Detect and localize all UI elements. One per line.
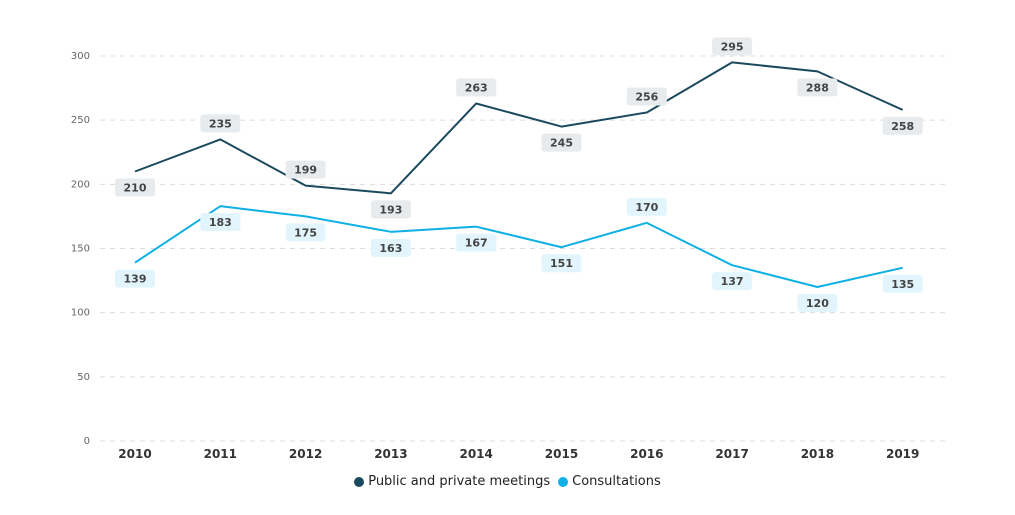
data-label-group: 193 — [370, 200, 411, 219]
legend-marker-meetings-icon — [354, 476, 365, 487]
data-label: 139 — [124, 273, 147, 286]
data-label-group: 163 — [370, 238, 411, 257]
data-label-bg — [115, 178, 155, 197]
x-tick-label: 2011 — [204, 447, 237, 461]
data-label-group: 258 — [882, 116, 923, 135]
x-tick-label: 2010 — [118, 447, 151, 461]
data-label-group: 183 — [200, 213, 241, 232]
data-label-bg — [712, 272, 753, 291]
x-tick-label: 2015 — [545, 447, 578, 461]
x-tick-label: 2018 — [801, 447, 834, 461]
series-lines — [134, 61, 904, 288]
data-label-group: 295 — [712, 37, 753, 56]
data-label-group: 288 — [797, 78, 838, 97]
data-label-bg — [370, 238, 411, 257]
data-label: 167 — [465, 237, 488, 250]
legend-label-meetings: Public and private meetings — [368, 474, 551, 489]
series-line-1[interactable] — [134, 205, 903, 288]
data-label-bg — [115, 269, 155, 288]
data-label-group: 167 — [456, 233, 497, 252]
y-tick-label: 200 — [71, 179, 90, 190]
x-tick-label: 2014 — [459, 447, 492, 461]
data-label-bg — [712, 37, 753, 56]
x-tick-label: 2013 — [374, 447, 407, 461]
data-label: 263 — [465, 81, 488, 94]
y-tick-label: 100 — [71, 308, 90, 319]
x-tick-label: 2017 — [715, 447, 748, 461]
data-label-group: 170 — [626, 197, 667, 216]
data-label-group: 175 — [285, 223, 326, 242]
data-label-group: 199 — [285, 160, 326, 179]
grid-lines — [100, 55, 945, 442]
data-label: 175 — [294, 226, 317, 239]
data-label: 135 — [891, 278, 914, 291]
data-label: 120 — [806, 297, 829, 310]
data-label-bg — [370, 200, 411, 219]
data-label-bg — [285, 160, 326, 179]
data-label-bg — [626, 197, 667, 216]
data-label-group: 210 — [115, 178, 155, 197]
data-label-group: 245 — [541, 133, 582, 152]
data-label-bg — [200, 213, 241, 232]
data-label: 210 — [124, 182, 147, 195]
data-labels: 210 235 199 193 263 245 256 295 288 258 139 183 175 1… — [115, 37, 923, 312]
y-tick-label: 250 — [71, 115, 90, 126]
legend-marker-consultations-icon — [558, 476, 569, 487]
data-label: 256 — [635, 90, 658, 103]
y-tick-label: 300 — [71, 51, 90, 62]
data-label-group: 151 — [541, 254, 582, 273]
data-label-group: 256 — [626, 87, 667, 106]
data-label-bg — [797, 294, 838, 312]
x-tick-label: 2019 — [886, 447, 919, 461]
data-label-group: 137 — [712, 272, 753, 291]
series-line-0[interactable] — [134, 61, 904, 195]
y-tick-label: 50 — [77, 372, 90, 383]
y-axis-ticks: 0 50 100 150 200 250 300 — [71, 51, 90, 447]
legend-item-meetings[interactable]: Public and private meetings — [354, 474, 550, 489]
data-label-bg — [797, 78, 838, 97]
data-label-group: 135 — [882, 274, 923, 293]
data-label-bg — [541, 133, 582, 152]
data-label: 245 — [550, 137, 573, 150]
data-label: 183 — [209, 216, 232, 229]
data-label-bg — [626, 87, 667, 106]
data-label-bg — [882, 116, 923, 135]
data-label-bg — [456, 233, 497, 252]
data-label: 193 — [379, 203, 402, 216]
legend: Public and private meetings Consultation… — [0, 474, 1015, 489]
data-label: 295 — [721, 40, 744, 53]
data-label-bg — [200, 114, 241, 133]
x-tick-label: 2016 — [630, 447, 663, 461]
x-tick-label: 2012 — [289, 447, 322, 461]
data-label-group: 235 — [200, 114, 241, 133]
data-label: 199 — [294, 164, 317, 177]
x-axis-ticks: 2010 2011 2012 2013 2014 2015 2016 2017 2018 2019 — [118, 447, 919, 461]
legend-item-consultations[interactable]: Consultations — [558, 474, 661, 489]
data-label-group: 263 — [456, 78, 497, 97]
data-label: 163 — [379, 242, 402, 255]
data-label: 137 — [721, 275, 744, 288]
data-label: 288 — [806, 81, 829, 94]
y-tick-label: 150 — [71, 244, 90, 255]
data-label-group: 120 — [797, 294, 838, 312]
data-label: 235 — [209, 117, 232, 130]
data-label: 170 — [635, 201, 658, 214]
data-label: 258 — [891, 120, 914, 133]
data-label-group: 139 — [115, 269, 155, 288]
data-label-bg — [541, 254, 582, 273]
data-label-bg — [882, 274, 923, 293]
y-tick-label: 0 — [84, 436, 90, 447]
legend-label-consultations: Consultations — [572, 474, 661, 489]
data-label-bg — [285, 223, 326, 242]
data-label: 151 — [550, 257, 573, 270]
data-label-bg — [456, 78, 497, 97]
